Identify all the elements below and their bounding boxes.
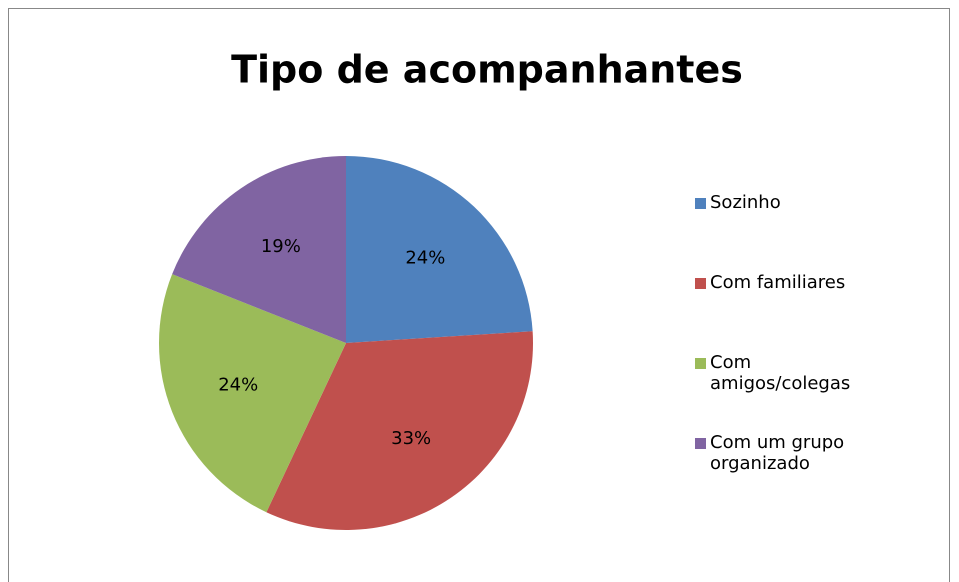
legend-swatch xyxy=(695,198,706,209)
pie-slice xyxy=(266,331,533,530)
legend-swatch xyxy=(695,358,706,369)
data-label: 33% xyxy=(391,428,431,449)
legend-item: Com amigos/colegas xyxy=(695,352,895,432)
legend-item: Com um grupo organizado xyxy=(695,432,895,512)
data-label: 24% xyxy=(218,375,258,396)
legend-label: Com um grupo organizado xyxy=(710,432,845,474)
pie-slice xyxy=(159,274,346,513)
legend-label: Sozinho xyxy=(710,192,781,213)
data-label: 24% xyxy=(405,247,445,268)
chart-title: Tipo de acompanhantes xyxy=(231,48,743,92)
legend-swatch xyxy=(695,278,706,289)
pie-slice xyxy=(346,156,533,343)
chart-border xyxy=(8,8,950,582)
legend-item: Sozinho xyxy=(695,192,895,272)
legend-item: Com familiares xyxy=(695,272,895,352)
legend: Sozinho Com familiares Com amigos/colegas C… xyxy=(695,192,895,512)
legend-label: Com amigos/colegas xyxy=(710,352,851,394)
data-label: 19% xyxy=(261,236,301,257)
pie-slice xyxy=(172,156,346,343)
legend-swatch xyxy=(695,438,706,449)
legend-label: Com familiares xyxy=(710,272,846,293)
